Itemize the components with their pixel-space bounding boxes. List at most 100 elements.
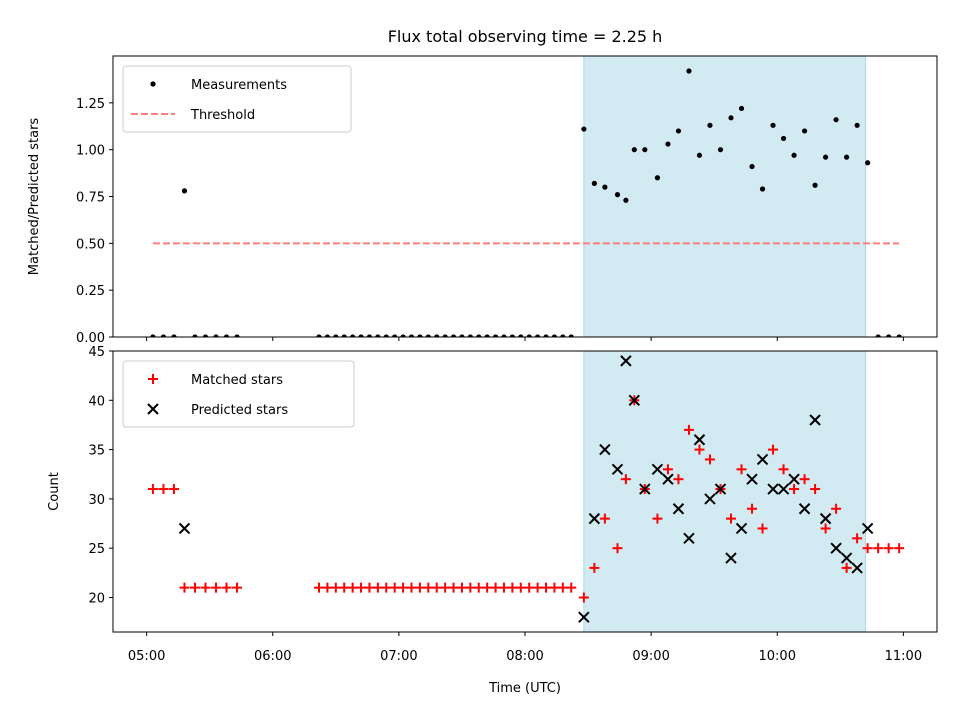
measurement-point bbox=[854, 122, 860, 128]
matched-star-point bbox=[147, 484, 158, 495]
x-stroke-b bbox=[578, 611, 590, 623]
measurement-point bbox=[707, 122, 713, 128]
measurement-point bbox=[686, 68, 692, 74]
predicted-star-point bbox=[819, 512, 832, 525]
matched-star-point bbox=[515, 582, 526, 593]
matched-star-point bbox=[414, 582, 425, 593]
x-stroke-b bbox=[830, 542, 842, 554]
matched-star-point bbox=[768, 444, 779, 455]
measurement-point bbox=[324, 334, 331, 337]
y-tick-label: 30 bbox=[88, 493, 105, 508]
predicted-star-point bbox=[725, 552, 737, 564]
legend-marker-x-b bbox=[147, 403, 159, 415]
measurement-point bbox=[717, 147, 724, 153]
measurement-point bbox=[459, 334, 465, 337]
x-tick-label: 11:00 bbox=[885, 649, 922, 664]
measurement-point bbox=[696, 152, 703, 158]
measurement-point bbox=[518, 334, 524, 337]
y-axis-label: Count bbox=[47, 472, 62, 511]
measurement-point bbox=[801, 128, 808, 134]
measurement-point bbox=[770, 122, 776, 128]
x-stroke-b bbox=[662, 473, 674, 485]
x-stroke-b bbox=[693, 434, 706, 446]
matched-star-point bbox=[314, 582, 324, 593]
legend-box bbox=[122, 65, 352, 133]
matched-star-point bbox=[398, 582, 409, 593]
predicted-star-point bbox=[777, 483, 790, 495]
predicted-star-point bbox=[611, 463, 624, 476]
matched-star-point bbox=[736, 464, 747, 475]
matched-star-point bbox=[532, 582, 543, 593]
x-stroke-b bbox=[725, 552, 737, 564]
matched-star-point bbox=[612, 543, 623, 554]
observing-window-shade bbox=[583, 351, 867, 632]
measurement-point bbox=[316, 334, 322, 337]
matched-star-point bbox=[862, 543, 873, 554]
matched-star-point bbox=[549, 582, 560, 593]
x-tick-label: 09:00 bbox=[632, 649, 669, 664]
x-stroke-b bbox=[809, 414, 821, 426]
panel-2: 20 25 30 35 40 45 05:00 06:00 07:00 08:00 09:00 10:… bbox=[47, 345, 938, 664]
matched-star-point bbox=[330, 582, 341, 593]
measurement-point bbox=[865, 160, 871, 166]
predicted-star-point bbox=[683, 532, 695, 545]
measurement-point bbox=[333, 334, 339, 337]
measurement-point bbox=[780, 135, 787, 142]
measurement-point bbox=[614, 192, 621, 198]
predicted-star-point bbox=[756, 453, 769, 466]
measurement-point bbox=[623, 197, 629, 203]
matched-star-point bbox=[566, 582, 577, 593]
predicted-star-point bbox=[861, 522, 874, 535]
measurement-point bbox=[392, 334, 398, 337]
measurement-point bbox=[591, 180, 597, 186]
x-stroke-b bbox=[704, 493, 716, 505]
matched-star-point bbox=[578, 592, 589, 603]
predicted-star-point bbox=[588, 512, 601, 525]
matched-star-point bbox=[221, 582, 232, 593]
matched-star-point bbox=[431, 582, 442, 593]
measurement-point bbox=[728, 115, 734, 121]
measurement-point bbox=[886, 334, 892, 337]
predicted-star-point bbox=[178, 522, 191, 535]
x-stroke-b bbox=[588, 512, 601, 525]
predicted-star-point bbox=[639, 483, 651, 495]
y-tick-label: 0.50 bbox=[76, 237, 105, 252]
matched-star-point bbox=[158, 484, 169, 495]
matched-star-point bbox=[662, 464, 673, 475]
x-stroke-b bbox=[798, 503, 811, 515]
x-stroke-b bbox=[178, 522, 191, 535]
matched-star-point bbox=[704, 454, 715, 465]
x-stroke-b bbox=[735, 522, 748, 535]
measurement-point bbox=[791, 152, 797, 158]
measurement-point bbox=[492, 334, 499, 337]
matched-star-point bbox=[694, 444, 705, 455]
legend-label: Matched stars bbox=[191, 373, 283, 388]
matched-star-point bbox=[589, 562, 600, 573]
measurement-point bbox=[434, 334, 440, 337]
predicted-star-point bbox=[620, 355, 632, 367]
x-stroke-b bbox=[819, 512, 832, 525]
matched-star-point bbox=[557, 582, 568, 593]
x-tick-label: 05:00 bbox=[128, 649, 165, 664]
x-stroke-b bbox=[672, 503, 685, 515]
predicted-star-point bbox=[809, 414, 821, 426]
legend: Matched stars Predicted stars bbox=[122, 360, 355, 428]
x-stroke-b bbox=[746, 473, 758, 485]
predicted-star-point bbox=[830, 542, 842, 554]
x-stroke-b bbox=[651, 463, 664, 476]
measurement-point bbox=[223, 334, 230, 337]
legend-box bbox=[122, 360, 355, 428]
x-axis-label: Time (UTC) bbox=[488, 681, 561, 696]
x-stroke-b bbox=[714, 483, 727, 495]
matched-star-point bbox=[852, 533, 863, 544]
matched-star-point bbox=[490, 582, 501, 593]
matched-star-point bbox=[524, 582, 535, 593]
measurement-point bbox=[654, 175, 661, 181]
matched-star-point bbox=[168, 484, 179, 495]
matched-star-point bbox=[883, 543, 894, 554]
predicted-star-point bbox=[599, 443, 611, 456]
predicted-star-point bbox=[651, 463, 664, 476]
measurement-point bbox=[366, 334, 373, 337]
matched-star-point bbox=[482, 582, 493, 593]
